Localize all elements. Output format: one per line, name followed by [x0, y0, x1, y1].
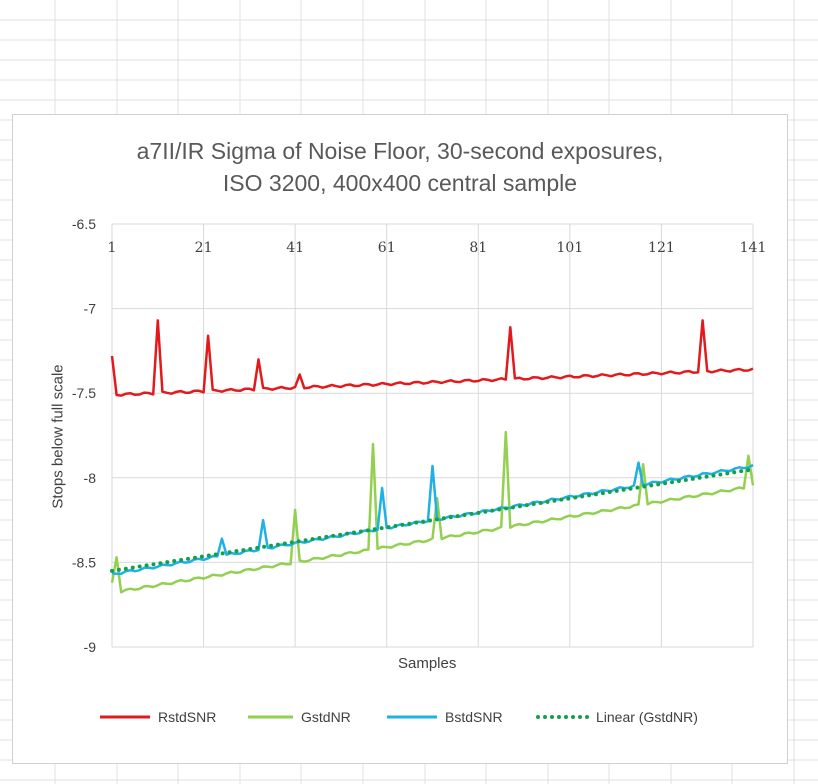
- series-line-trend: [110, 467, 755, 573]
- y-axis-title: Stops below full scale: [49, 364, 67, 509]
- y-tick-label: -9: [84, 639, 97, 655]
- legend-label: GstdNR: [301, 709, 351, 725]
- y-tick-label: -7.5: [72, 385, 96, 401]
- chart-area[interactable]: [12, 114, 788, 764]
- x-axis-title: Samples: [398, 655, 457, 672]
- x-tick-label: 101: [556, 240, 583, 256]
- y-tick-label: -6.5: [72, 216, 96, 232]
- y-tick-label: -8: [84, 470, 97, 486]
- x-tick-label: 41: [286, 240, 304, 256]
- x-tick-label: 1: [108, 240, 117, 256]
- x-tick-label: 121: [648, 240, 675, 256]
- series-line-gstdnr: [110, 430, 755, 594]
- legend-label: Linear (GstdNR): [596, 709, 698, 725]
- series-line-bstdsnr: [111, 461, 754, 576]
- x-tick-label: 141: [740, 240, 767, 256]
- chart-title-line-2: ISO 3200, 400x400 central sample: [222, 170, 578, 196]
- x-tick-label: 21: [195, 240, 213, 256]
- y-tick-label: -8.5: [72, 554, 96, 570]
- legend-label: RstdSNR: [158, 709, 216, 725]
- x-tick-label: 81: [469, 240, 487, 256]
- y-tick-label: -7: [84, 301, 97, 317]
- x-tick-label: 61: [378, 240, 396, 256]
- series-line-rstdsnr: [110, 319, 754, 397]
- chart-title-line-1: a7II/IR Sigma of Noise Floor, 30-second …: [136, 138, 664, 164]
- legend-label: BstdSNR: [445, 709, 503, 725]
